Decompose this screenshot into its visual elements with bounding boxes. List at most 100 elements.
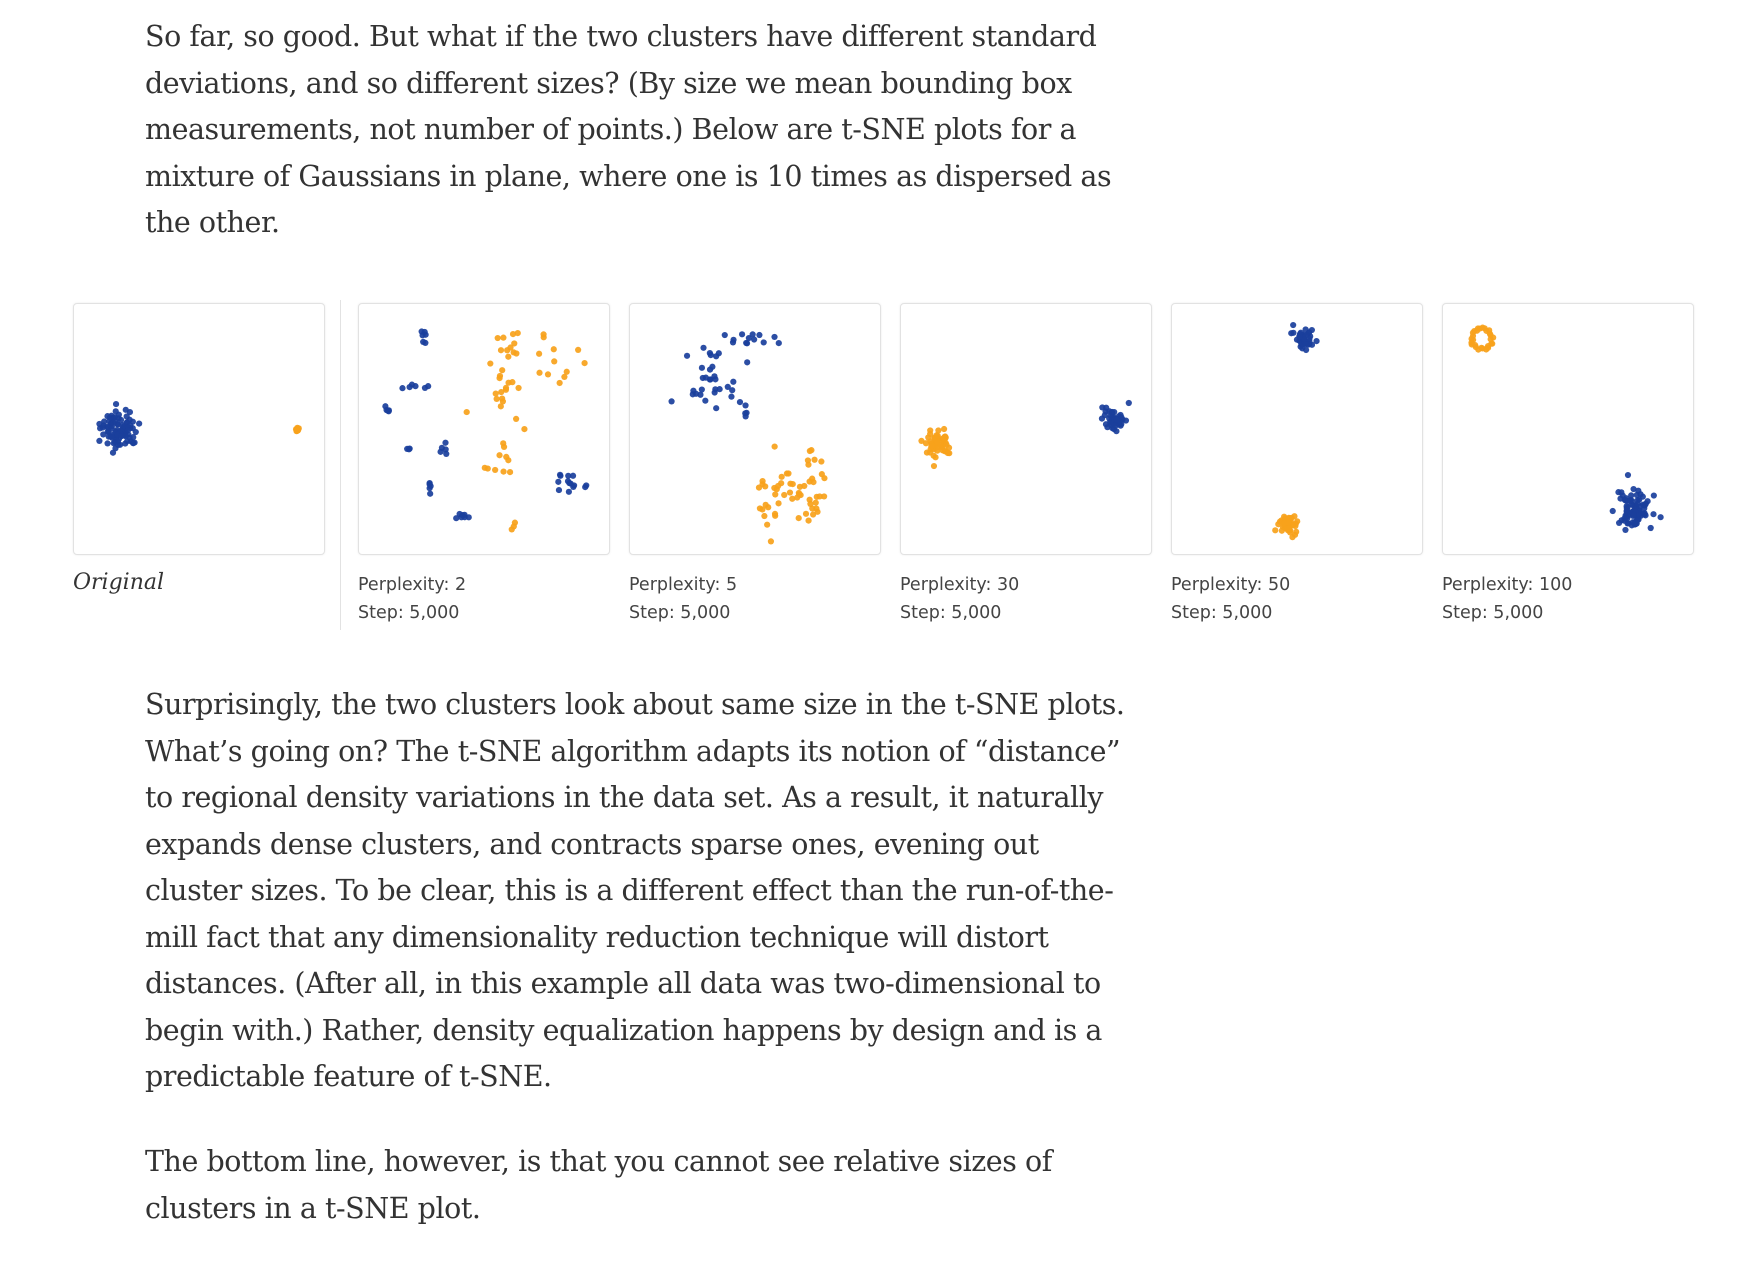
orange-point (1490, 334, 1497, 341)
blue-point (1113, 416, 1120, 423)
blue-point (105, 424, 112, 431)
blue-point (420, 338, 427, 346)
blue-point (106, 414, 114, 421)
orange-point (821, 475, 828, 482)
orange-point (505, 379, 512, 386)
orange-point (493, 395, 500, 403)
orange-point (500, 443, 508, 451)
divider (340, 300, 341, 630)
orange-point (772, 512, 779, 519)
blue-point (1616, 519, 1623, 527)
orange-point (802, 510, 810, 517)
orange-point (812, 499, 819, 506)
blue-point (729, 387, 736, 394)
blue-point (721, 331, 728, 339)
step-label: Step: 5,000 (358, 603, 460, 623)
blue-point (744, 359, 751, 366)
blue-point (555, 478, 562, 485)
orange-point (513, 415, 520, 422)
blue-point (570, 482, 578, 489)
orange-point (809, 475, 816, 482)
blue-point (760, 339, 767, 346)
orange-point (762, 501, 769, 508)
orange-point (756, 505, 764, 512)
blue-point (713, 353, 720, 360)
blue-point (724, 383, 731, 390)
blue-point (399, 385, 406, 392)
orange-point (509, 330, 517, 338)
blue-point (1306, 335, 1313, 342)
blue-point (736, 399, 744, 406)
blue-point (775, 340, 782, 347)
caption-perplexity-5: Perplexity: 5 Step: 5,000 (629, 571, 737, 627)
blue-point (751, 336, 758, 343)
caption-perplexity-30: Perplexity: 30 Step: 5,000 (900, 571, 1019, 627)
orange-point (1278, 527, 1285, 534)
blue-point (1623, 507, 1630, 515)
blue-point (115, 441, 122, 448)
orange-point (934, 432, 941, 439)
blue-point (1626, 497, 1634, 505)
blue-point (130, 434, 137, 441)
blue-point (556, 471, 564, 478)
orange-point (795, 489, 802, 497)
plot-perplexity-2 (358, 303, 610, 555)
blue-point (124, 427, 132, 434)
blue-point (461, 514, 468, 521)
orange-point (492, 390, 499, 397)
orange-point (499, 367, 506, 374)
blue-point (706, 349, 713, 357)
blue-point (427, 483, 434, 490)
blue-point (1302, 346, 1310, 354)
orange-point (521, 425, 528, 433)
blue-point (1609, 507, 1616, 515)
orange-point (496, 372, 504, 380)
orange-point (502, 384, 510, 391)
blue-point (706, 366, 714, 373)
orange-point (922, 440, 930, 447)
orange-point (781, 491, 788, 499)
orange-point (795, 515, 802, 522)
orange-point (771, 443, 778, 450)
blue-point (1290, 329, 1297, 336)
orange-point (811, 456, 818, 463)
blue-point (738, 331, 746, 338)
orange-point (943, 441, 950, 448)
scatter-svg (96, 400, 302, 456)
blue-point (1302, 341, 1309, 348)
blue-point (1621, 515, 1628, 522)
blue-point (1628, 492, 1635, 499)
orange-point (492, 466, 499, 474)
orange-point (786, 489, 794, 496)
blue-point (99, 424, 106, 431)
orange-point (536, 369, 543, 376)
blue-point (668, 398, 675, 405)
blue-point (453, 515, 460, 522)
blue-point (689, 391, 696, 398)
blue-point (565, 488, 572, 495)
orange-point (767, 538, 775, 545)
orange-point (762, 483, 769, 490)
blue-point (698, 364, 706, 371)
blue-point (1621, 496, 1628, 503)
blue-point (112, 400, 120, 408)
orange-point (764, 521, 771, 528)
paragraph-bottom-line: The bottom line, however, is that you ca… (145, 1145, 1052, 1225)
blue-point (697, 391, 704, 398)
orange-point (1284, 525, 1291, 533)
step-label: Step: 5,000 (1442, 603, 1544, 623)
orange-point (487, 360, 494, 367)
orange-point (561, 373, 568, 380)
orange-point (536, 350, 543, 357)
orange-point (787, 480, 794, 487)
blue-point (555, 486, 563, 494)
blue-point (96, 437, 103, 444)
scatter-svg (382, 328, 590, 533)
step-label: Step: 5,000 (900, 603, 1002, 623)
blue-point (123, 413, 130, 420)
scatter-svg (1272, 321, 1320, 541)
blue-point (109, 449, 117, 456)
orange-point (923, 449, 931, 456)
orange-point (500, 468, 507, 475)
orange-point (556, 379, 563, 387)
